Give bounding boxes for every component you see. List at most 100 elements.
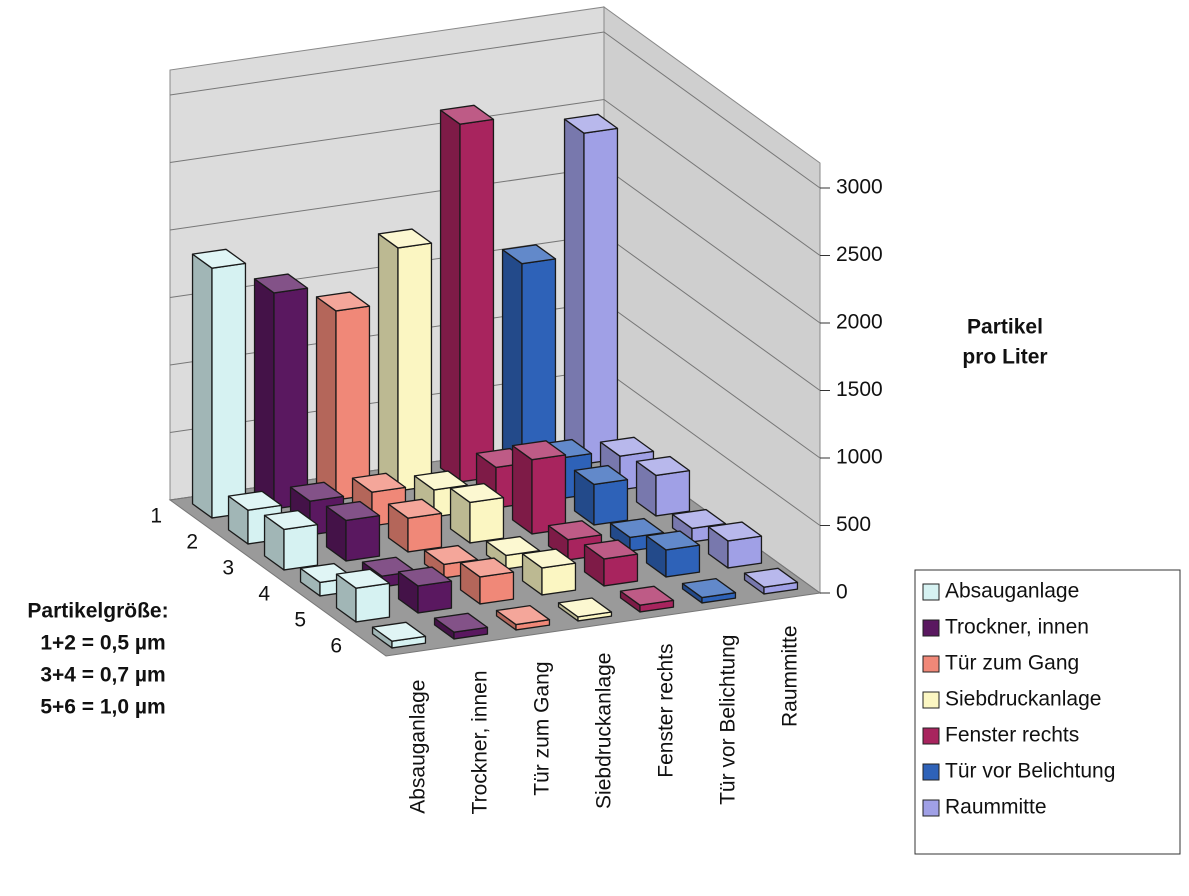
bar-front [459, 118, 495, 483]
bar [619, 585, 675, 613]
annotation: 1+2 = 0,5 µm [40, 632, 165, 655]
bar-top [547, 520, 603, 541]
bar-side [315, 296, 337, 501]
legend-swatch [922, 619, 940, 637]
bar-top [227, 490, 283, 511]
bar-front [583, 127, 619, 465]
bar-front [335, 305, 371, 501]
x-tick-label: Trockner, innen [469, 671, 492, 815]
legend-box [914, 569, 1181, 855]
bar [371, 621, 427, 649]
legend-label: Absauganlage [945, 580, 1079, 603]
bar-front [655, 469, 691, 517]
bar-front [521, 258, 557, 474]
y-tick-label: 0 [836, 581, 848, 604]
x-tick-label: Fenster rechts [655, 644, 678, 778]
bar [449, 482, 505, 544]
bar-top [511, 440, 567, 461]
bar [707, 521, 763, 569]
annotation: 5+6 = 1,0 µm [40, 696, 165, 719]
bar-top [573, 464, 629, 486]
bar-front [283, 523, 319, 571]
bar [583, 539, 639, 587]
bar-top [619, 585, 675, 606]
bar-side [563, 118, 585, 465]
x-tick-label: Tür zum Gang [531, 662, 554, 796]
bar-top [377, 228, 433, 249]
y-tick-label: 2000 [836, 311, 883, 334]
bar-top [423, 544, 479, 566]
legend-label: Siebdruckanlage [945, 688, 1101, 711]
grid-line [169, 31, 821, 189]
bar-side [377, 233, 399, 492]
bar-top [583, 539, 639, 560]
bar-top [459, 557, 515, 578]
bar-top [335, 568, 391, 589]
bar [433, 612, 489, 640]
legend-label: Tür zum Gang [945, 652, 1079, 675]
bar [563, 113, 619, 465]
legend-swatch [922, 655, 940, 673]
y-axis-label: pro Liter [962, 346, 1047, 369]
bar [681, 578, 737, 604]
bar [635, 455, 691, 517]
bar-top [433, 612, 489, 633]
bar-front [593, 478, 629, 526]
bar [495, 605, 551, 631]
bar [501, 244, 557, 474]
bar [377, 228, 433, 492]
bar-top [289, 481, 345, 502]
bar [573, 464, 629, 526]
bar [325, 500, 381, 562]
depth-tick-label: 2 [186, 531, 198, 554]
bar [439, 104, 495, 483]
bar-front [407, 512, 443, 553]
bar [743, 567, 799, 595]
y-tick-label: 1000 [836, 446, 883, 469]
bar-top [263, 509, 319, 531]
legend-label: Trockner, innen [945, 616, 1089, 639]
bar [397, 566, 453, 614]
legend-swatch [922, 583, 940, 601]
bar-top [707, 521, 763, 542]
bar [459, 557, 515, 605]
bar-top [557, 597, 613, 618]
bar-top [743, 567, 799, 588]
bar-front [273, 287, 309, 510]
legend-label: Tür vor Belichtung [945, 760, 1115, 783]
x-tick-label: Raummitte [779, 626, 802, 728]
grid-line [169, 98, 821, 256]
bar [335, 568, 391, 623]
bar-top [439, 104, 495, 125]
bar-side [511, 445, 533, 535]
bar-top [191, 248, 247, 269]
legend-swatch [922, 763, 940, 781]
bar [191, 248, 247, 519]
bar-top [563, 113, 619, 134]
x-tick-label: Siebdruckanlage [593, 653, 616, 809]
bar [521, 548, 577, 596]
bar [263, 509, 319, 571]
y-axis-label: Partikel [967, 316, 1043, 339]
annotation: 3+4 = 0,7 µm [40, 664, 165, 687]
annotation: Partikelgröße: [27, 600, 168, 623]
bar [557, 597, 613, 622]
bar-side [501, 249, 523, 474]
x-tick-label: Tür vor Belichtung [717, 635, 740, 805]
bar [511, 440, 567, 535]
bar-front [211, 262, 247, 519]
bar-side [253, 278, 275, 510]
bar-top [521, 548, 577, 569]
bar-top [599, 436, 655, 457]
y-tick-label: 3000 [836, 176, 883, 199]
depth-tick-label: 3 [222, 557, 234, 580]
bar-front [345, 514, 381, 562]
bar-top [501, 244, 557, 265]
bar-top [371, 621, 427, 642]
bar-top [671, 508, 727, 530]
bar-side [191, 253, 213, 519]
bar-front [531, 454, 567, 535]
y-tick-label: 1500 [836, 378, 883, 401]
bar-top [635, 455, 691, 477]
